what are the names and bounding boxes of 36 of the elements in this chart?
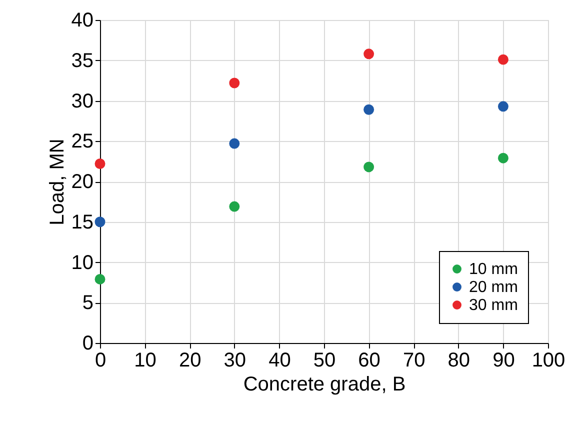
x-tick-label: 100 bbox=[532, 350, 566, 372]
point bbox=[498, 54, 508, 65]
x-tick-label: 70 bbox=[402, 350, 426, 372]
legend-label: 20 mm bbox=[469, 279, 518, 296]
point bbox=[364, 104, 374, 115]
y-tick-label: 10 bbox=[71, 252, 94, 274]
legend-label: 30 mm bbox=[469, 297, 518, 314]
point bbox=[364, 162, 374, 172]
point bbox=[498, 101, 508, 112]
point bbox=[94, 216, 106, 228]
point bbox=[94, 274, 106, 284]
point bbox=[498, 152, 508, 164]
point bbox=[229, 201, 240, 212]
point bbox=[364, 48, 374, 60]
x-tick-label: 40 bbox=[268, 350, 291, 372]
x-tick-label: 30 bbox=[224, 350, 246, 372]
y-tick-label: 15 bbox=[71, 211, 94, 234]
x-tick-label: 50 bbox=[313, 350, 336, 372]
point bbox=[229, 78, 240, 88]
y-tick-label: 20 bbox=[71, 171, 94, 193]
point bbox=[229, 138, 240, 149]
y-tick-label: 5 bbox=[82, 292, 94, 314]
legend-label: 10 mm bbox=[469, 261, 518, 278]
x-axis-title: Concrete grade, B bbox=[243, 374, 406, 396]
x-tick-label: 80 bbox=[448, 350, 470, 372]
y-tick-label: 35 bbox=[71, 50, 94, 72]
y-tick-label: 0 bbox=[82, 332, 94, 354]
y-tick-label: 30 bbox=[71, 90, 94, 112]
x-tick-label: 10 bbox=[134, 350, 156, 372]
x-tick-label: 90 bbox=[492, 350, 515, 372]
point bbox=[94, 158, 106, 169]
y-tick-label: 40 bbox=[71, 10, 94, 32]
y-axis-title: Load, MN bbox=[46, 138, 68, 226]
x-tick-label: 20 bbox=[178, 350, 202, 372]
x-tick-label: 60 bbox=[358, 350, 380, 372]
y-tick-label: 25 bbox=[71, 130, 94, 153]
